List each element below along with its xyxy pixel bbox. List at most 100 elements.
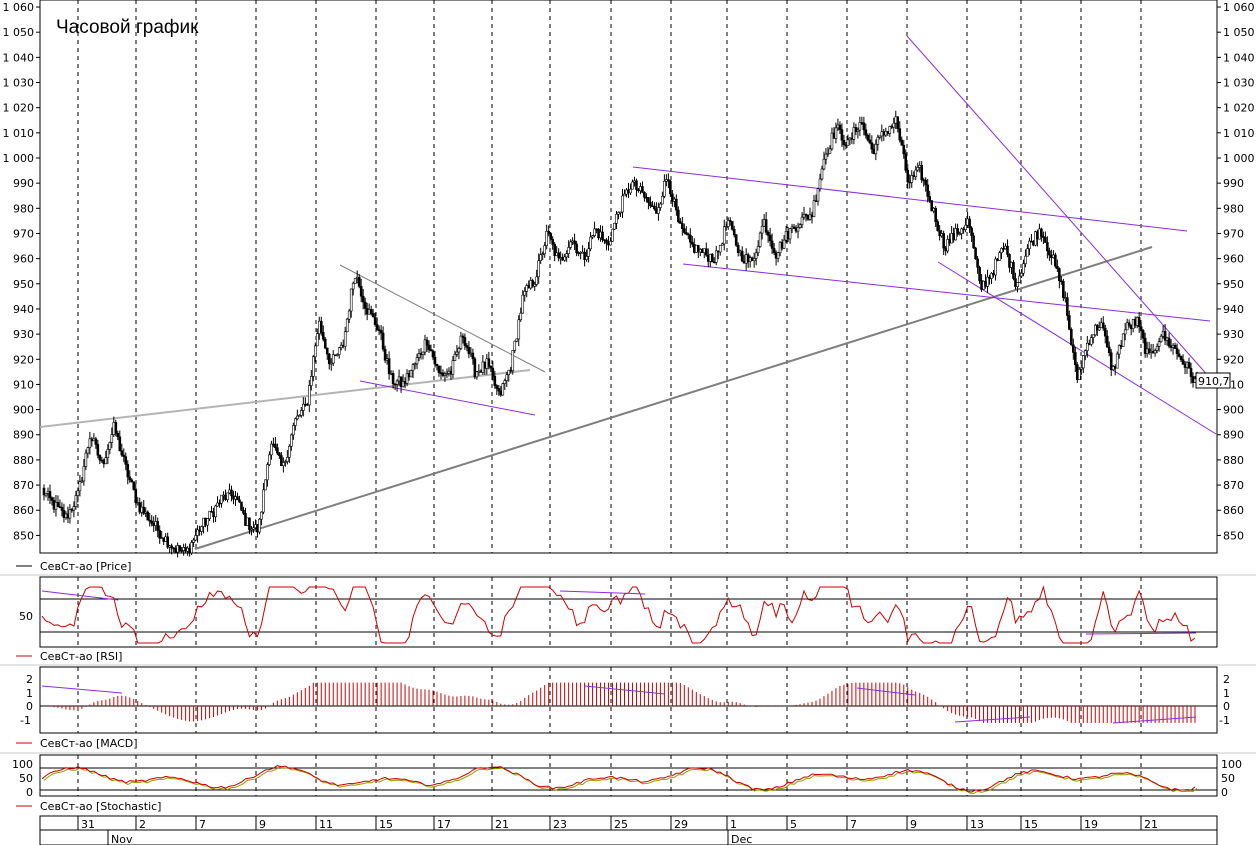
candle-body (325, 347, 329, 355)
day-label-21: 21 (495, 818, 509, 831)
candle-body (926, 184, 929, 197)
candle-body (760, 225, 764, 234)
macd-histogram (41, 682, 1197, 724)
candle-body (302, 403, 305, 411)
candle-body (134, 489, 138, 504)
candle-body (429, 349, 433, 352)
candle-body (252, 527, 255, 530)
candle-body (455, 351, 459, 355)
candle-body (1016, 282, 1019, 287)
candle-body (1066, 297, 1069, 316)
candle-body (230, 489, 233, 497)
day-label-15: 15 (1024, 818, 1038, 831)
candle-body (732, 229, 736, 236)
candle-body (924, 179, 928, 186)
last-price-tag: 910,7 (1195, 372, 1231, 389)
candle-body (461, 335, 465, 338)
candle-body (158, 530, 161, 539)
y-tick-label-left: 1 040 (3, 51, 35, 64)
candle-body (541, 253, 544, 256)
candle-body (110, 434, 114, 443)
candle-body (687, 233, 690, 236)
y-tick-label-left: 950 (13, 278, 34, 291)
y-tick-label-right: 960 (1223, 253, 1244, 266)
candle-body (617, 212, 620, 215)
stoch-tick-100-right: 100 (1221, 758, 1242, 771)
candle-body (513, 340, 517, 351)
candle-body (124, 456, 128, 465)
rsi-divergence-0 (41, 590, 119, 601)
y-tick-label-left: 880 (13, 454, 34, 467)
day-label-21: 21 (1144, 818, 1158, 831)
candle-body (132, 481, 136, 490)
candle-body (60, 506, 64, 511)
candle-body (685, 232, 688, 235)
day-label-1: 1 (730, 818, 737, 831)
candle-body (553, 244, 556, 257)
candle-body (910, 175, 914, 183)
candle-body (643, 192, 646, 198)
candle-body (487, 358, 491, 367)
candle-body (375, 324, 379, 330)
candle-body (361, 295, 365, 303)
candle-body (521, 294, 525, 314)
candle-body (290, 434, 293, 447)
candle-body (1018, 275, 1021, 283)
panel-frame-2 (39, 666, 1218, 734)
day-label-29: 29 (674, 818, 688, 831)
trend-lines (39, 35, 1217, 550)
candle-body (517, 319, 521, 340)
candle-body (1068, 315, 1071, 330)
y-tick-label-right: 940 (1223, 303, 1244, 316)
candle-body (108, 442, 112, 450)
candle-body (116, 433, 120, 438)
candle-body (986, 276, 989, 287)
stoch-panel-legend: СевСт-ао [Stochastic] 100 50 0 100 50 0 (12, 758, 1242, 813)
day-label-15: 15 (379, 818, 393, 831)
candle-body (1107, 346, 1111, 354)
y-tick-label-left: 940 (13, 303, 34, 316)
candle-body (409, 370, 413, 378)
macd-tick-1-right: 1 (1223, 687, 1230, 700)
candle-body (1109, 352, 1113, 371)
candle-body (635, 180, 638, 190)
candle-body (258, 518, 261, 533)
y-tick-label-right: 850 (1223, 529, 1244, 542)
candle-body (268, 454, 271, 465)
y-tick-label-right: 1 050 (1223, 26, 1255, 39)
candle-body (824, 153, 828, 160)
month-label-Nov: Nov (111, 833, 133, 845)
candle-body (387, 358, 391, 374)
candle-body (545, 231, 548, 246)
candle-body (142, 506, 146, 514)
candle-body (878, 135, 882, 138)
candle-body (714, 250, 718, 263)
candle-body (696, 244, 700, 253)
candle-body (998, 252, 1001, 261)
candle-body (1062, 280, 1065, 298)
candle-body (214, 505, 217, 518)
candle-body (351, 283, 355, 290)
candle-body (667, 179, 670, 182)
candle-body (120, 450, 124, 456)
candle-body (166, 536, 169, 548)
day-label-2: 2 (139, 818, 146, 831)
candle-body (631, 181, 634, 190)
candle-body (589, 236, 592, 250)
candle-body (493, 375, 497, 386)
y-tick-label-right: 930 (1223, 328, 1244, 341)
day-label-17: 17 (437, 818, 451, 831)
y-tick-label-right: 1 010 (1223, 127, 1255, 140)
candle-body (772, 248, 776, 253)
candle-body (868, 139, 872, 144)
candle-body (310, 376, 313, 386)
candle-body (1054, 254, 1057, 267)
candle-body (343, 331, 347, 347)
candle-body (381, 332, 385, 350)
y-tick-label-right: 900 (1223, 404, 1244, 417)
candle-body (80, 480, 84, 483)
stoch-k-line (41, 765, 1196, 793)
candle-body (663, 181, 666, 197)
candle-body (661, 195, 664, 205)
day-label-7: 7 (199, 818, 206, 831)
